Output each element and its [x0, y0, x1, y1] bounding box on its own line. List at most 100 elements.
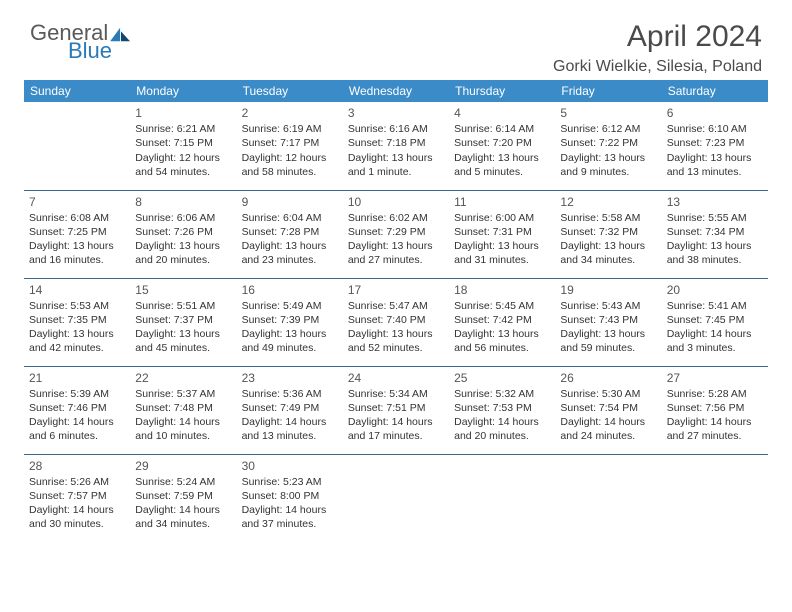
- day-info-line: Sunset: 7:23 PM: [667, 136, 763, 150]
- calendar-cell: 15Sunrise: 5:51 AMSunset: 7:37 PMDayligh…: [130, 278, 236, 366]
- day-info-line: Sunrise: 6:02 AM: [348, 211, 444, 225]
- day-info-line: Sunrise: 6:08 AM: [29, 211, 125, 225]
- day-info-line: Daylight: 12 hours: [135, 151, 231, 165]
- day-number: 22: [135, 370, 231, 386]
- calendar-cell: 11Sunrise: 6:00 AMSunset: 7:31 PMDayligh…: [449, 190, 555, 278]
- day-number: 13: [667, 194, 763, 210]
- day-number: 23: [242, 370, 338, 386]
- calendar-cell: 16Sunrise: 5:49 AMSunset: 7:39 PMDayligh…: [237, 278, 343, 366]
- day-info-line: and 45 minutes.: [135, 341, 231, 355]
- day-info-line: Sunset: 7:17 PM: [242, 136, 338, 150]
- day-number: 21: [29, 370, 125, 386]
- day-info-line: Sunrise: 5:26 AM: [29, 475, 125, 489]
- day-info-line: Sunrise: 5:37 AM: [135, 387, 231, 401]
- day-info-line: and 13 minutes.: [242, 429, 338, 443]
- day-number: 19: [560, 282, 656, 298]
- calendar-cell: 18Sunrise: 5:45 AMSunset: 7:42 PMDayligh…: [449, 278, 555, 366]
- day-info-line: Daylight: 13 hours: [242, 327, 338, 341]
- day-info-line: Daylight: 13 hours: [242, 239, 338, 253]
- day-info-line: Sunrise: 5:30 AM: [560, 387, 656, 401]
- day-number: 25: [454, 370, 550, 386]
- day-number: 8: [135, 194, 231, 210]
- day-info-line: Sunrise: 5:43 AM: [560, 299, 656, 313]
- day-info-line: Sunset: 7:42 PM: [454, 313, 550, 327]
- day-info-line: Sunrise: 5:49 AM: [242, 299, 338, 313]
- day-info-line: Sunset: 7:46 PM: [29, 401, 125, 415]
- day-info-line: Daylight: 13 hours: [560, 327, 656, 341]
- day-info-line: and 52 minutes.: [348, 341, 444, 355]
- day-number: 5: [560, 105, 656, 121]
- day-info-line: Daylight: 14 hours: [667, 415, 763, 429]
- day-info-line: Sunset: 7:29 PM: [348, 225, 444, 239]
- calendar-cell: 8Sunrise: 6:06 AMSunset: 7:26 PMDaylight…: [130, 190, 236, 278]
- calendar-cell: 29Sunrise: 5:24 AMSunset: 7:59 PMDayligh…: [130, 454, 236, 542]
- col-sunday: Sunday: [24, 80, 130, 102]
- calendar-cell: 23Sunrise: 5:36 AMSunset: 7:49 PMDayligh…: [237, 366, 343, 454]
- calendar-cell: 7Sunrise: 6:08 AMSunset: 7:25 PMDaylight…: [24, 190, 130, 278]
- day-number: 1: [135, 105, 231, 121]
- day-info-line: Sunrise: 5:24 AM: [135, 475, 231, 489]
- day-info-line: Daylight: 14 hours: [560, 415, 656, 429]
- day-info-line: Daylight: 13 hours: [560, 239, 656, 253]
- day-info-line: Sunset: 7:57 PM: [29, 489, 125, 503]
- day-info-line: Daylight: 14 hours: [667, 327, 763, 341]
- day-info-line: Sunset: 7:45 PM: [667, 313, 763, 327]
- day-number: 28: [29, 458, 125, 474]
- page-title: April 2024: [553, 20, 762, 54]
- day-number: 2: [242, 105, 338, 121]
- day-info-line: Sunset: 7:53 PM: [454, 401, 550, 415]
- day-info-line: Sunrise: 5:34 AM: [348, 387, 444, 401]
- day-info-line: Sunset: 7:51 PM: [348, 401, 444, 415]
- day-info-line: Daylight: 13 hours: [29, 239, 125, 253]
- day-info-line: Sunrise: 5:23 AM: [242, 475, 338, 489]
- calendar-cell: 13Sunrise: 5:55 AMSunset: 7:34 PMDayligh…: [662, 190, 768, 278]
- calendar-cell: 28Sunrise: 5:26 AMSunset: 7:57 PMDayligh…: [24, 454, 130, 542]
- day-info-line: Sunrise: 5:45 AM: [454, 299, 550, 313]
- day-info-line: Sunrise: 5:47 AM: [348, 299, 444, 313]
- day-info-line: Sunrise: 5:53 AM: [29, 299, 125, 313]
- day-number: 9: [242, 194, 338, 210]
- day-info-line: and 42 minutes.: [29, 341, 125, 355]
- day-info-line: Sunrise: 5:36 AM: [242, 387, 338, 401]
- calendar-row: 7Sunrise: 6:08 AMSunset: 7:25 PMDaylight…: [24, 190, 768, 278]
- day-info-line: and 49 minutes.: [242, 341, 338, 355]
- day-info-line: Sunrise: 5:51 AM: [135, 299, 231, 313]
- calendar-cell: 9Sunrise: 6:04 AMSunset: 7:28 PMDaylight…: [237, 190, 343, 278]
- calendar-cell: 27Sunrise: 5:28 AMSunset: 7:56 PMDayligh…: [662, 366, 768, 454]
- day-info-line: Sunrise: 5:58 AM: [560, 211, 656, 225]
- day-info-line: and 9 minutes.: [560, 165, 656, 179]
- day-info-line: Sunset: 7:20 PM: [454, 136, 550, 150]
- calendar-cell: 10Sunrise: 6:02 AMSunset: 7:29 PMDayligh…: [343, 190, 449, 278]
- day-info-line: Daylight: 13 hours: [667, 239, 763, 253]
- day-info-line: Daylight: 13 hours: [348, 151, 444, 165]
- day-number: 6: [667, 105, 763, 121]
- day-number: 17: [348, 282, 444, 298]
- day-info-line: Daylight: 14 hours: [348, 415, 444, 429]
- day-number: 20: [667, 282, 763, 298]
- day-info-line: Sunrise: 5:41 AM: [667, 299, 763, 313]
- day-number: 12: [560, 194, 656, 210]
- calendar-cell: 3Sunrise: 6:16 AMSunset: 7:18 PMDaylight…: [343, 102, 449, 190]
- day-info-line: and 5 minutes.: [454, 165, 550, 179]
- day-number: 29: [135, 458, 231, 474]
- day-info-line: Sunset: 7:49 PM: [242, 401, 338, 415]
- day-info-line: Sunset: 7:32 PM: [560, 225, 656, 239]
- day-info-line: and 16 minutes.: [29, 253, 125, 267]
- day-info-line: Sunset: 7:25 PM: [29, 225, 125, 239]
- day-info-line: Daylight: 13 hours: [29, 327, 125, 341]
- day-info-line: Sunrise: 6:19 AM: [242, 122, 338, 136]
- day-info-line: Sunset: 7:28 PM: [242, 225, 338, 239]
- day-info-line: Sunset: 7:35 PM: [29, 313, 125, 327]
- day-info-line: and 24 minutes.: [560, 429, 656, 443]
- day-info-line: Sunrise: 6:06 AM: [135, 211, 231, 225]
- weekday-header-row: Sunday Monday Tuesday Wednesday Thursday…: [24, 80, 768, 102]
- day-number: 24: [348, 370, 444, 386]
- calendar-row: 1Sunrise: 6:21 AMSunset: 7:15 PMDaylight…: [24, 102, 768, 190]
- day-info-line: Sunset: 7:48 PM: [135, 401, 231, 415]
- day-info-line: Daylight: 13 hours: [135, 239, 231, 253]
- day-info-line: Sunrise: 6:14 AM: [454, 122, 550, 136]
- calendar-cell: [343, 454, 449, 542]
- day-info-line: Sunset: 8:00 PM: [242, 489, 338, 503]
- day-info-line: and 23 minutes.: [242, 253, 338, 267]
- day-info-line: Daylight: 13 hours: [348, 327, 444, 341]
